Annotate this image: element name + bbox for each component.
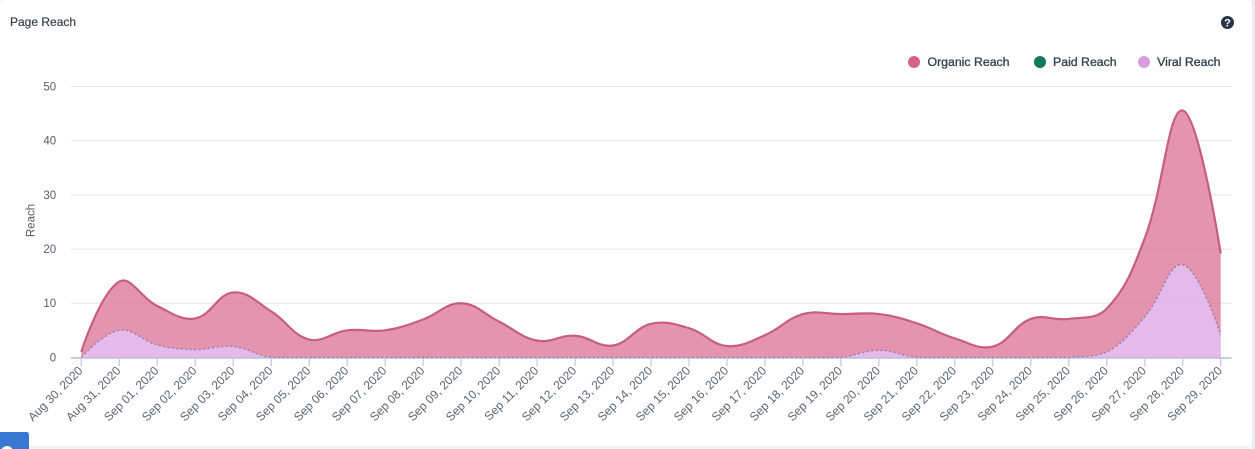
svg-text:20: 20 <box>43 244 56 256</box>
svg-text:30: 30 <box>43 190 56 202</box>
svg-text:Reach: Reach <box>25 204 37 237</box>
svg-text:?: ? <box>1224 17 1231 29</box>
svg-text:40: 40 <box>43 136 56 148</box>
svg-text:10: 10 <box>43 298 56 310</box>
svg-text:0: 0 <box>50 352 56 364</box>
svg-text:50: 50 <box>43 82 56 94</box>
